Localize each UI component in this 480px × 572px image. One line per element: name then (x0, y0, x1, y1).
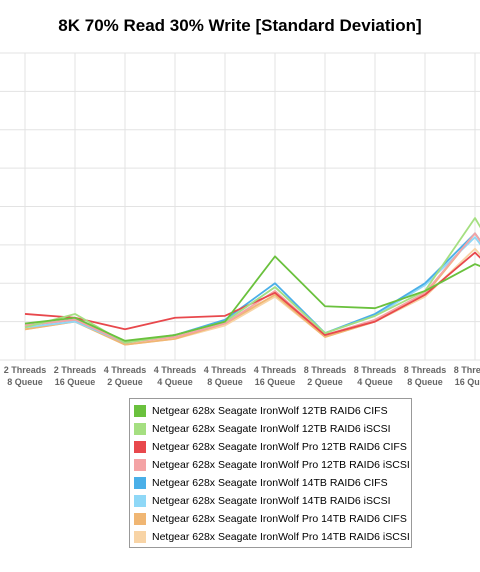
series-lines (24, 217, 480, 346)
legend-swatch (134, 495, 146, 507)
chart-title: 8K 70% Read 30% Write [Standard Deviatio… (58, 16, 422, 35)
legend-item[interactable]: Netgear 628x Seagate IronWolf Pro 12TB R… (134, 438, 411, 456)
series-line-1 (24, 255, 480, 342)
legend-item[interactable]: Netgear 628x Seagate IronWolf 12TB RAID6… (134, 420, 411, 438)
legend-item[interactable]: Netgear 628x Seagate IronWolf Pro 14TB R… (134, 528, 411, 546)
x-tick-label: 8 Threads 2 Queue (304, 365, 347, 387)
legend-label: Netgear 628x Seagate IronWolf Pro 12TB R… (152, 459, 410, 471)
legend-label: Netgear 628x Seagate IronWolf Pro 14TB R… (152, 531, 410, 543)
x-tick-label: 2 Threads 16 Queue (54, 365, 97, 387)
legend-label: Netgear 628x Seagate IronWolf 12TB RAID6… (152, 405, 388, 417)
chart-plot: 2 Threads 8 Queue 2 Threads 16 Queue 4 Threa… (0, 52, 480, 387)
legend-swatch (134, 531, 146, 543)
legend-item[interactable]: Netgear 628x Seagate IronWolf 14TB RAID6… (134, 474, 411, 492)
x-tick-label: 4 Threads 2 Queue (104, 365, 147, 387)
x-tick-label: 8 Threads 8 Queue (404, 365, 447, 387)
legend-swatch (134, 477, 146, 489)
x-tick-label: 2 Threads 8 Queue (4, 365, 47, 387)
legend-item[interactable]: Netgear 628x Seagate IronWolf 12TB RAID6… (134, 402, 411, 420)
legend-label: Netgear 628x Seagate IronWolf Pro 12TB R… (152, 441, 407, 453)
grid (0, 52, 480, 361)
legend-item[interactable]: Netgear 628x Seagate IronWolf 14TB RAID6… (134, 492, 411, 510)
legend-swatch (134, 513, 146, 525)
legend-label: Netgear 628x Seagate IronWolf 14TB RAID6… (152, 495, 391, 507)
legend: Netgear 628x Seagate IronWolf 12TB RAID6… (129, 398, 412, 548)
x-tick-label: 4 Threads 8 Queue (204, 365, 247, 387)
x-tick-label: 8 Threads 4 Queue (354, 365, 397, 387)
legend-label: Netgear 628x Seagate IronWolf Pro 14TB R… (152, 513, 407, 525)
x-tick-label: 4 Threads 16 Queue (254, 365, 297, 387)
x-tick-label: 4 Threads 4 Queue (154, 365, 197, 387)
legend-label: Netgear 628x Seagate IronWolf 12TB RAID6… (152, 423, 391, 435)
series-line-3 (24, 251, 480, 336)
legend-swatch (134, 405, 146, 417)
series-line-2 (24, 217, 480, 344)
series-line-4 (24, 232, 480, 344)
legend-swatch (134, 459, 146, 471)
legend-label: Netgear 628x Seagate IronWolf 14TB RAID6… (152, 477, 388, 489)
legend-swatch (134, 441, 146, 453)
x-axis-ticks: 2 Threads 8 Queue 2 Threads 16 Queue 4 Threa… (4, 365, 480, 387)
legend-item[interactable]: Netgear 628x Seagate IronWolf Pro 14TB R… (134, 510, 411, 528)
legend-swatch (134, 423, 146, 435)
legend-item[interactable]: Netgear 628x Seagate IronWolf Pro 12TB R… (134, 456, 411, 474)
